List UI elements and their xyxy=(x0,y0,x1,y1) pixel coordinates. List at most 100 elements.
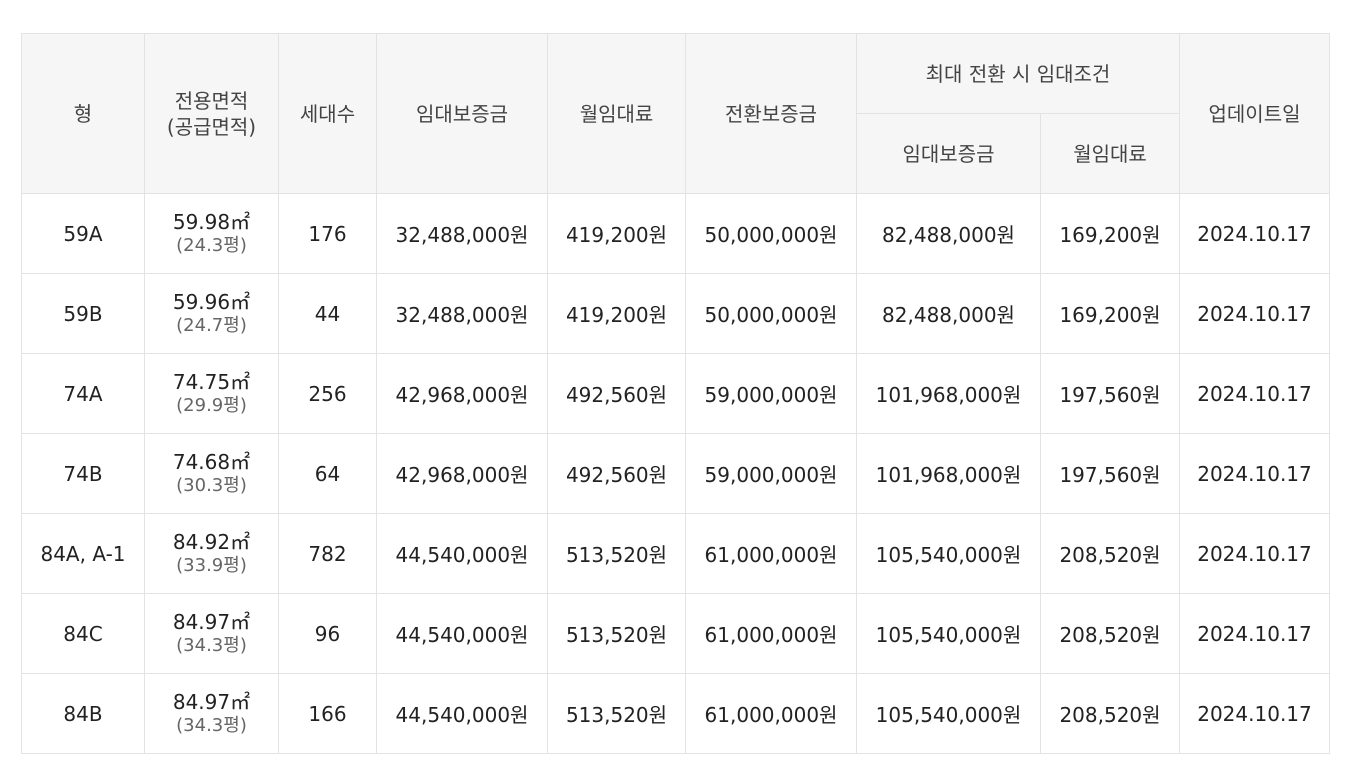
cell-households: 256 xyxy=(278,353,377,434)
cell-area-sqm: 74.75㎡ xyxy=(172,369,251,394)
cell-deposit: 44,540,000원 xyxy=(376,673,548,754)
cell-deposit: 42,968,000원 xyxy=(376,353,548,434)
cell-max-deposit: 105,540,000원 xyxy=(856,673,1041,754)
cell-max-rent: 169,200원 xyxy=(1040,193,1180,274)
cell-max-deposit: 101,968,000원 xyxy=(856,353,1041,434)
cell-area-sqm: 84.92㎡ xyxy=(172,529,251,554)
rental-table-container: 형 전용면적 (공급면적) 세대수 임대보증금 월임대료 전환보증금 최대 전환… xyxy=(21,33,1330,754)
header-max-conversion-group: 최대 전환 시 임대조건 xyxy=(856,33,1180,114)
cell-type: 59B xyxy=(21,273,145,354)
cell-rent: 513,520원 xyxy=(547,593,686,674)
cell-rent: 419,200원 xyxy=(547,273,686,354)
header-type: 형 xyxy=(21,33,145,194)
cell-households: 64 xyxy=(278,433,377,514)
cell-conversion: 59,000,000원 xyxy=(685,433,857,514)
table-row: 84C 84.97㎡ (34.3평) 96 44,540,000원 513,520… xyxy=(21,593,1330,674)
cell-area-pyeong: (24.7평) xyxy=(176,314,247,336)
cell-max-deposit: 82,488,000원 xyxy=(856,193,1041,274)
cell-area: 59.98㎡ (24.3평) xyxy=(144,193,279,274)
cell-max-deposit: 101,968,000원 xyxy=(856,433,1041,514)
cell-type: 84B xyxy=(21,673,145,754)
table-row: 59B 59.96㎡ (24.7평) 44 32,488,000원 419,200… xyxy=(21,273,1330,354)
cell-max-rent: 208,520원 xyxy=(1040,593,1180,674)
cell-updated: 2024.10.17 xyxy=(1179,273,1330,354)
cell-area-sqm: 74.68㎡ xyxy=(172,449,251,474)
rental-conditions-table: 형 전용면적 (공급면적) 세대수 임대보증금 월임대료 전환보증금 최대 전환… xyxy=(21,33,1330,754)
cell-type: 74A xyxy=(21,353,145,434)
cell-conversion: 61,000,000원 xyxy=(685,513,857,594)
table-row: 74B 74.68㎡ (30.3평) 64 42,968,000원 492,560… xyxy=(21,433,1330,514)
cell-rent: 492,560원 xyxy=(547,353,686,434)
table-header: 형 전용면적 (공급면적) 세대수 임대보증금 월임대료 전환보증금 최대 전환… xyxy=(21,33,1330,194)
header-max-monthly-rent: 월임대료 xyxy=(1040,113,1180,194)
table-row: 74A 74.75㎡ (29.9평) 256 42,968,000원 492,56… xyxy=(21,353,1330,434)
header-monthly-rent: 월임대료 xyxy=(547,33,686,194)
cell-type: 74B xyxy=(21,433,145,514)
cell-area: 84.92㎡ (33.9평) xyxy=(144,513,279,594)
table-row: 59A 59.98㎡ (24.3평) 176 32,488,000원 419,20… xyxy=(21,193,1330,274)
cell-households: 96 xyxy=(278,593,377,674)
cell-max-rent: 197,560원 xyxy=(1040,433,1180,514)
cell-conversion: 50,000,000원 xyxy=(685,273,857,354)
cell-conversion: 50,000,000원 xyxy=(685,193,857,274)
cell-max-deposit: 105,540,000원 xyxy=(856,593,1041,674)
cell-type: 59A xyxy=(21,193,145,274)
header-area-line1: 전용면적 xyxy=(174,88,249,113)
cell-max-rent: 169,200원 xyxy=(1040,273,1180,354)
cell-updated: 2024.10.17 xyxy=(1179,433,1330,514)
cell-households: 44 xyxy=(278,273,377,354)
cell-deposit: 32,488,000원 xyxy=(376,193,548,274)
cell-rent: 513,520원 xyxy=(547,513,686,594)
cell-deposit: 42,968,000원 xyxy=(376,433,548,514)
cell-area-pyeong: (29.9평) xyxy=(176,394,247,416)
header-households: 세대수 xyxy=(278,33,377,194)
table-row: 84B 84.97㎡ (34.3평) 166 44,540,000원 513,52… xyxy=(21,673,1330,754)
cell-area: 84.97㎡ (34.3평) xyxy=(144,593,279,674)
cell-max-rent: 197,560원 xyxy=(1040,353,1180,434)
cell-deposit: 44,540,000원 xyxy=(376,593,548,674)
cell-max-rent: 208,520원 xyxy=(1040,513,1180,594)
cell-max-deposit: 82,488,000원 xyxy=(856,273,1041,354)
cell-rent: 513,520원 xyxy=(547,673,686,754)
header-updated: 업데이트일 xyxy=(1179,33,1330,194)
cell-area: 74.68㎡ (30.3평) xyxy=(144,433,279,514)
header-area-line2: (공급면적) xyxy=(166,114,257,139)
cell-households: 782 xyxy=(278,513,377,594)
cell-type: 84A, A-1 xyxy=(21,513,145,594)
cell-households: 166 xyxy=(278,673,377,754)
header-max-deposit: 임대보증금 xyxy=(856,113,1041,194)
cell-updated: 2024.10.17 xyxy=(1179,193,1330,274)
cell-area-pyeong: (24.3평) xyxy=(176,234,247,256)
cell-updated: 2024.10.17 xyxy=(1179,673,1330,754)
cell-area-sqm: 59.98㎡ xyxy=(172,209,251,234)
cell-area-pyeong: (30.3평) xyxy=(176,474,247,496)
cell-households: 176 xyxy=(278,193,377,274)
cell-rent: 419,200원 xyxy=(547,193,686,274)
cell-max-deposit: 105,540,000원 xyxy=(856,513,1041,594)
cell-area-pyeong: (33.9평) xyxy=(176,554,247,576)
cell-area: 59.96㎡ (24.7평) xyxy=(144,273,279,354)
header-conversion-deposit: 전환보증금 xyxy=(685,33,857,194)
cell-area-pyeong: (34.3평) xyxy=(176,634,247,656)
header-deposit: 임대보증금 xyxy=(376,33,548,194)
cell-conversion: 61,000,000원 xyxy=(685,593,857,674)
cell-area-sqm: 84.97㎡ xyxy=(172,609,251,634)
cell-max-rent: 208,520원 xyxy=(1040,673,1180,754)
cell-area-sqm: 59.96㎡ xyxy=(172,289,251,314)
cell-conversion: 59,000,000원 xyxy=(685,353,857,434)
cell-area: 84.97㎡ (34.3평) xyxy=(144,673,279,754)
cell-deposit: 44,540,000원 xyxy=(376,513,548,594)
cell-area-sqm: 84.97㎡ xyxy=(172,689,251,714)
header-area: 전용면적 (공급면적) xyxy=(144,33,279,194)
cell-updated: 2024.10.17 xyxy=(1179,353,1330,434)
cell-updated: 2024.10.17 xyxy=(1179,593,1330,674)
table-body: 59A 59.98㎡ (24.3평) 176 32,488,000원 419,20… xyxy=(21,193,1330,754)
cell-updated: 2024.10.17 xyxy=(1179,513,1330,594)
cell-area: 74.75㎡ (29.9평) xyxy=(144,353,279,434)
cell-conversion: 61,000,000원 xyxy=(685,673,857,754)
table-row: 84A, A-1 84.92㎡ (33.9평) 782 44,540,000원 5… xyxy=(21,513,1330,594)
cell-area-pyeong: (34.3평) xyxy=(176,714,247,736)
cell-deposit: 32,488,000원 xyxy=(376,273,548,354)
cell-type: 84C xyxy=(21,593,145,674)
cell-rent: 492,560원 xyxy=(547,433,686,514)
